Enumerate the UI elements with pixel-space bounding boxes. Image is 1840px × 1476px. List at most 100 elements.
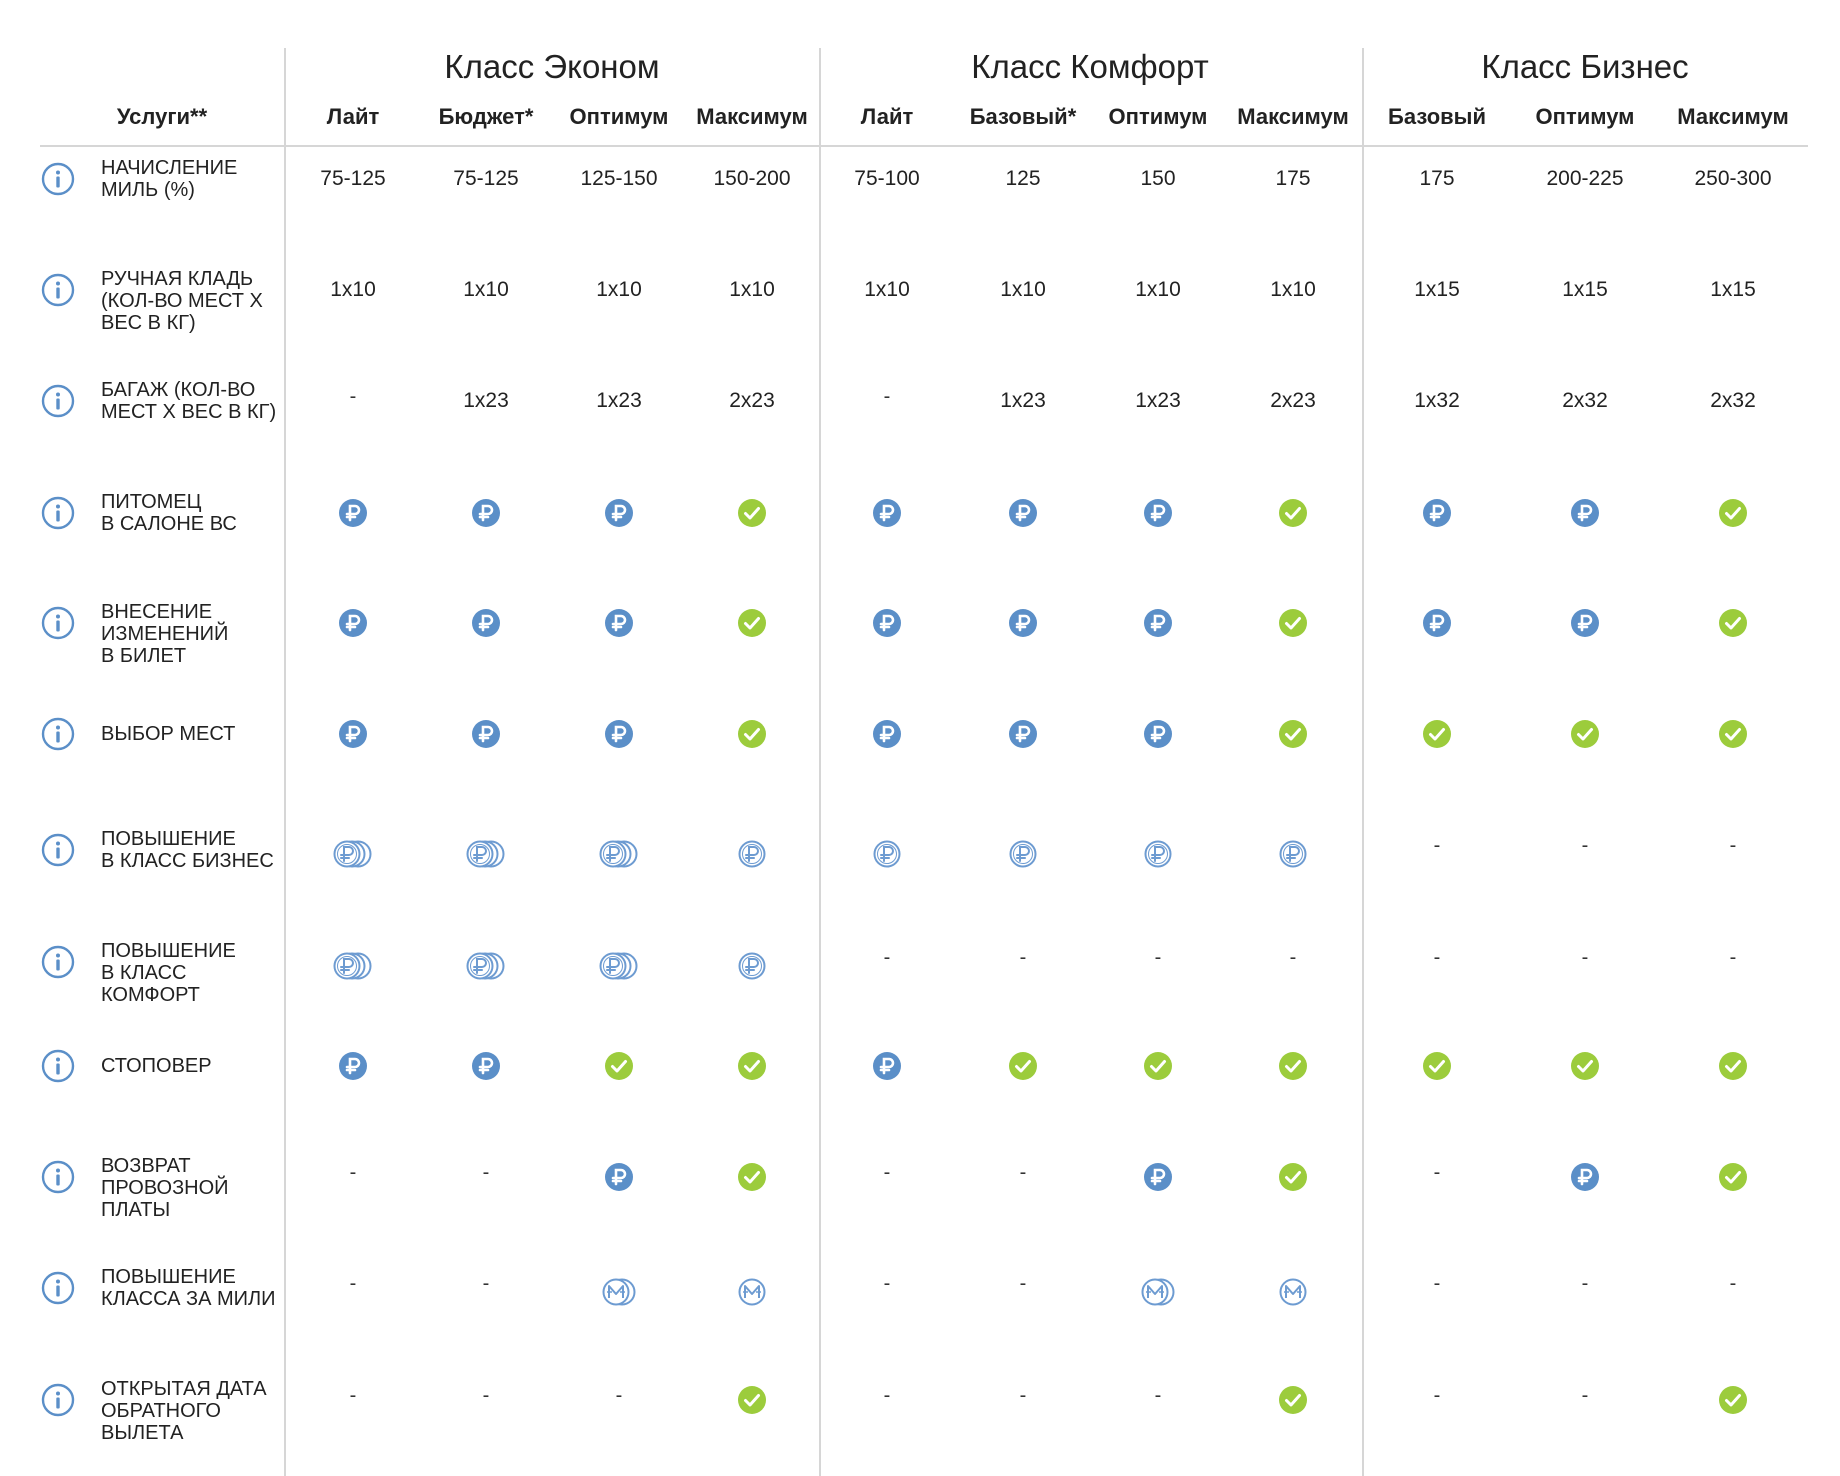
check-circle-icon <box>1422 1051 1452 1081</box>
ruble-outline-icon <box>1008 839 1038 869</box>
cell-dash: - <box>349 1384 357 1407</box>
check-circle-icon <box>1718 1162 1748 1192</box>
check-circle-icon <box>1008 1051 1038 1081</box>
info-circle-icon[interactable] <box>41 606 75 640</box>
info-circle-icon[interactable] <box>41 273 75 307</box>
cell-value: 1x15 <box>1562 278 1608 301</box>
cell-value: 1x23 <box>1135 389 1181 412</box>
ruble-coin-icon <box>604 1162 634 1192</box>
ruble-coin-icon <box>1570 608 1600 638</box>
ruble-coin-icon <box>338 608 368 638</box>
check-circle-icon <box>1718 719 1748 749</box>
cell-value: 2x32 <box>1710 389 1756 412</box>
cell-value: 250-300 <box>1694 167 1772 190</box>
tariff-header: Базовый* <box>969 104 1077 129</box>
cell-value: 125-150 <box>580 167 658 190</box>
ruble-coin-icon <box>872 498 902 528</box>
row-label-line: ПРОВОЗНОЙ <box>101 1177 229 1199</box>
info-circle-icon[interactable] <box>41 1383 75 1417</box>
tariff-header: Оптимум <box>1535 104 1635 129</box>
services-header: Услуги** <box>116 104 208 129</box>
check-circle-icon <box>604 1051 634 1081</box>
class-title-2: Класс Комфорт <box>971 48 1209 85</box>
cell-dash: - <box>1019 946 1027 969</box>
ruble-coin-icon <box>338 719 368 749</box>
row-label: ПОВЫШЕНИЕ В КЛАСС БИЗНЕС <box>101 828 291 872</box>
info-circle-icon[interactable] <box>41 1160 75 1194</box>
cell-value: 1x32 <box>1414 389 1460 412</box>
cell-value: 75-100 <box>854 167 920 190</box>
tariff-header: Максимум <box>1237 104 1349 129</box>
check-circle-icon <box>1718 1385 1748 1415</box>
check-circle-icon <box>1570 1051 1600 1081</box>
ruble-coin-icon <box>1143 1162 1173 1192</box>
miles-coins-stack-icon <box>601 1277 637 1307</box>
tariff-header: Лайт <box>326 104 380 129</box>
row-label-line: В КЛАСС <box>101 962 187 984</box>
check-circle-icon <box>737 608 767 638</box>
row-label: ПОВЫШЕНИЕ В КЛАСС КОМФОРТ <box>101 940 291 1006</box>
ruble-outline-icon <box>737 839 767 869</box>
row-label-line: ИЗМЕНЕНИЙ <box>101 623 229 645</box>
ruble-outline-icon <box>1278 839 1308 869</box>
row-label-line: ПОВЫШЕНИЕ <box>101 828 236 850</box>
cell-value: 2x23 <box>1270 389 1316 412</box>
cell-dash: - <box>1019 1384 1027 1407</box>
check-circle-icon <box>1143 1051 1173 1081</box>
tariff-header: Оптимум <box>569 104 669 129</box>
miles-outline-icon <box>1278 1277 1308 1307</box>
cell-value: 1x10 <box>864 278 910 301</box>
info-circle-icon[interactable] <box>41 1049 75 1083</box>
cell-dash: - <box>883 1384 891 1407</box>
row-label-line: РУЧНАЯ КЛАДЬ <box>101 268 254 290</box>
info-circle-icon[interactable] <box>41 833 75 867</box>
cell-dash: - <box>1433 946 1441 969</box>
cell-value: 1x23 <box>596 389 642 412</box>
tariff-header: Лайт <box>860 104 914 129</box>
cell-dash: - <box>1433 834 1441 857</box>
row-label-line: ПИТОМЕЦ <box>101 491 202 513</box>
check-circle-icon <box>1278 1162 1308 1192</box>
cell-value: 1x23 <box>463 389 509 412</box>
ruble-coins-stack-icon <box>599 839 639 869</box>
cell-dash: - <box>1433 1161 1441 1184</box>
row-label-line: КОМФОРТ <box>101 984 200 1006</box>
class-title-1: Класс Эконом <box>444 48 660 85</box>
ruble-coins-stack-icon <box>466 839 506 869</box>
ruble-coin-icon <box>338 498 368 528</box>
row-label-line: В КЛАСС БИЗНЕС <box>101 850 274 872</box>
cell-dash: - <box>1581 834 1589 857</box>
cell-dash: - <box>1154 946 1162 969</box>
cell-dash: - <box>349 1161 357 1184</box>
row-label-line: МИЛЬ (%) <box>101 179 195 201</box>
cell-dash: - <box>883 1272 891 1295</box>
ruble-coin-icon <box>872 1051 902 1081</box>
cell-dash: - <box>1433 1272 1441 1295</box>
info-circle-icon[interactable] <box>41 384 75 418</box>
info-circle-icon[interactable] <box>41 1271 75 1305</box>
cell-value: 175 <box>1419 167 1455 190</box>
row-label: РУЧНАЯ КЛАДЬ (КОЛ-ВО МЕСТ Х ВЕС В КГ) <box>101 268 291 334</box>
cell-dash: - <box>1019 1161 1027 1184</box>
row-label-line: СТОПОВЕР <box>101 1055 212 1077</box>
info-circle-icon[interactable] <box>41 496 75 530</box>
row-label-line: В БИЛЕТ <box>101 645 187 667</box>
cell-value: 1x15 <box>1710 278 1756 301</box>
info-circle-icon[interactable] <box>41 717 75 751</box>
ruble-coins-stack-icon <box>333 839 373 869</box>
info-circle-icon[interactable] <box>41 162 75 196</box>
cell-dash: - <box>1729 1272 1737 1295</box>
ruble-coins-stack-icon <box>599 951 639 981</box>
check-circle-icon <box>1278 1051 1308 1081</box>
row-label-line: ОТКРЫТАЯ ДАТА <box>101 1378 267 1400</box>
cell-value: 1x15 <box>1414 278 1460 301</box>
row-label-line: ПОВЫШЕНИЕ <box>101 940 236 962</box>
row-label-line: ВЫБОР МЕСТ <box>101 723 236 745</box>
check-circle-icon <box>1278 498 1308 528</box>
row-label: ВЫБОР МЕСТ <box>101 723 291 745</box>
info-circle-icon[interactable] <box>41 945 75 979</box>
row-label-line: ПЛАТЫ <box>101 1199 171 1221</box>
tariff-header: Базовый <box>1388 104 1486 129</box>
ruble-coin-icon <box>872 608 902 638</box>
cell-value: 1x10 <box>463 278 509 301</box>
